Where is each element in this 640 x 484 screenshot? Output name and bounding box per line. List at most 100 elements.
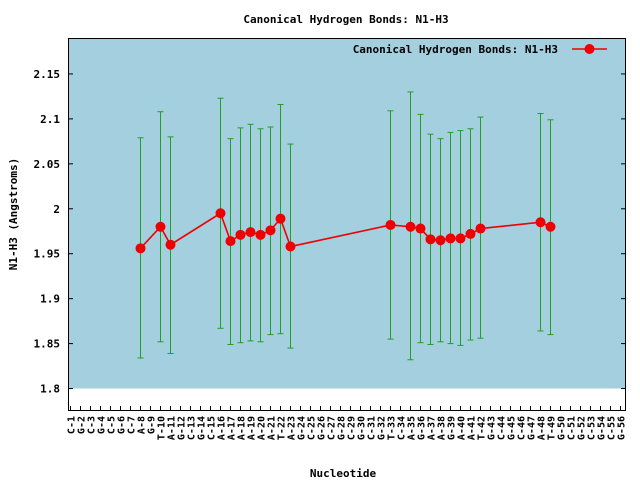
data-point	[135, 243, 146, 254]
x-tick-label: C-29	[347, 416, 358, 440]
x-tick-label: G-36	[417, 416, 428, 440]
data-point	[425, 234, 436, 245]
data-point	[265, 225, 276, 236]
x-tick-label: G-30	[357, 416, 368, 440]
x-tick-label: G-6	[117, 416, 128, 434]
x-tick-label: A-23	[287, 416, 298, 440]
data-point	[215, 208, 226, 219]
y-axis-label: N1-H3 (Angstroms)	[7, 158, 20, 271]
y-tick-label: 1.8	[40, 383, 60, 396]
data-point	[475, 223, 486, 234]
x-tick-label: G-2	[77, 416, 88, 434]
data-point	[385, 219, 396, 230]
x-tick-label: G-39	[447, 416, 458, 440]
x-tick-label: G-47	[527, 416, 538, 440]
y-axis: 1.8 1.85 1.9 1.95 2 2.05 2.1 2.15	[34, 68, 626, 396]
legend-label: Canonical Hydrogen Bonds: N1-H3	[353, 43, 558, 56]
y-tick-label: 2.1	[40, 113, 60, 126]
data-point	[155, 221, 166, 232]
data-point	[405, 221, 416, 232]
x-tick-label: T-49	[547, 416, 558, 440]
data-point	[225, 236, 236, 247]
plot-area	[68, 38, 626, 389]
x-tick-label: G-56	[617, 416, 628, 440]
chart-title: Canonical Hydrogen Bonds: N1-H3	[243, 13, 448, 26]
y-tick-label: 1.95	[34, 248, 61, 261]
x-tick-label: G-9	[147, 416, 158, 434]
data-point	[275, 213, 286, 224]
x-tick-label: G-52	[577, 416, 588, 440]
x-tick-label: G-50	[557, 416, 568, 440]
x-tick-label: A-18	[237, 416, 248, 440]
x-tick-label: G-32	[377, 416, 388, 440]
y-tick-label: 2.05	[34, 158, 61, 171]
data-point	[255, 229, 266, 240]
data-point	[545, 221, 556, 232]
x-tick-label: C-25	[307, 416, 318, 440]
data-point	[435, 235, 446, 246]
data-point	[445, 233, 456, 244]
x-tick-label: A-19	[247, 416, 258, 440]
x-tick-label: G-54	[597, 416, 608, 440]
x-tick-label: G-14	[197, 416, 208, 440]
series-line	[139, 212, 551, 249]
data-point	[465, 228, 476, 239]
x-tick-label: T-42	[477, 416, 488, 440]
x-tick-label: G-12	[177, 416, 188, 440]
x-tick-label: A-17	[227, 416, 238, 440]
x-tick-label: G-26	[317, 416, 328, 440]
x-tick-label: A-35	[407, 416, 418, 440]
x-tick-label: C-7	[127, 416, 138, 434]
plot-background-fill	[68, 38, 626, 389]
series-lines	[139, 212, 551, 249]
x-tick-label: A-16	[217, 416, 228, 440]
x-tick-label: A-41	[467, 416, 478, 440]
x-tick-label: T-33	[387, 416, 398, 440]
x-tick-label: C-34	[397, 416, 408, 440]
x-tick-label: G-45	[507, 416, 518, 440]
x-tick-label: A-11	[167, 416, 178, 440]
x-tick-label: G-4	[97, 416, 108, 434]
x-tick-label: C-51	[567, 416, 578, 440]
x-tick-label: C-46	[517, 416, 528, 440]
x-tick-label: A-40	[457, 416, 468, 440]
x-tick-label: A-8	[137, 416, 148, 434]
x-axis-label: Nucleotide	[310, 467, 377, 480]
x-tick-label: T-10	[157, 416, 168, 440]
x-tick-label: C-44	[497, 416, 508, 440]
plot-border	[68, 38, 626, 411]
data-point	[165, 239, 176, 250]
x-tick-label: C-13	[187, 416, 198, 440]
data-point	[285, 241, 296, 252]
data-markers	[135, 208, 556, 254]
x-tick-label: C-1	[67, 416, 78, 434]
x-tick-label: C-3	[87, 416, 98, 434]
x-tick-label: C-5	[107, 416, 118, 434]
x-tick-label: G-24	[297, 416, 308, 440]
x-tick-label: T-22	[277, 416, 288, 440]
x-tick-label: C-53	[587, 416, 598, 440]
x-tick-label: C-31	[367, 416, 378, 440]
x-tick-label: A-20	[257, 416, 268, 440]
data-point	[245, 227, 256, 238]
y-tick-label: 2.15	[34, 68, 61, 81]
plot-frame	[68, 38, 626, 411]
x-tick-label: C-55	[607, 416, 618, 440]
y-tick-label: 1.9	[40, 293, 60, 306]
data-point	[535, 217, 546, 228]
x-tick-label: A-21	[267, 416, 278, 440]
x-tick-label: A-37	[427, 416, 438, 440]
x-tick-label: G-43	[487, 416, 498, 440]
y-tick-label: 1.85	[34, 338, 61, 351]
x-tick-label: A-48	[537, 416, 548, 440]
x-tick-label: A-38	[437, 416, 448, 440]
legend-marker	[584, 44, 595, 54]
x-tick-label: G-28	[337, 416, 348, 440]
data-point	[415, 223, 426, 234]
y-tick-label: 2	[53, 203, 60, 216]
x-axis: C-1 G-2 C-3 G-4 C-5 G-6 C-7 A-8 G-9 T-10 A-11 G-12 C…	[67, 406, 628, 440]
data-point	[455, 233, 466, 244]
x-tick-label: C-27	[327, 416, 338, 440]
